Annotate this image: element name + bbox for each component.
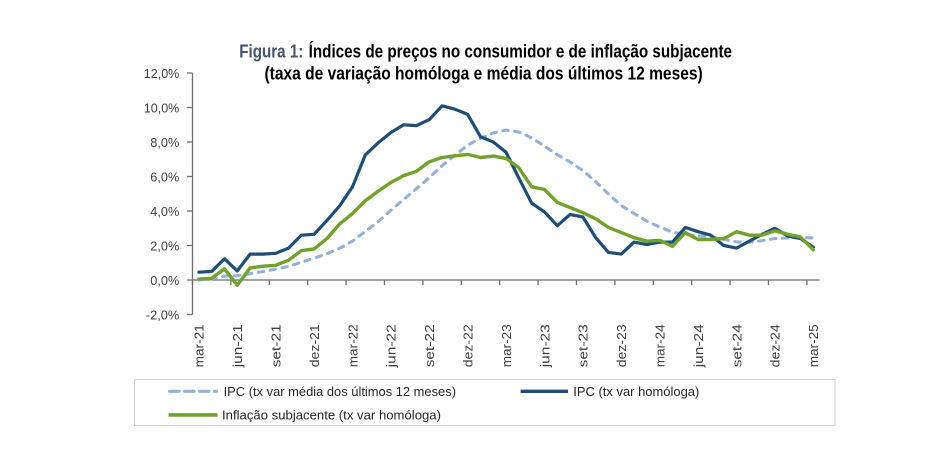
svg-text:dez-21: dez-21 (307, 324, 322, 367)
svg-text:jun-22: jun-22 (384, 324, 399, 368)
svg-text:IPC (tx var média dos últimos: IPC (tx var média dos últimos 12 meses) (224, 384, 456, 399)
svg-text:IPC (tx var homóloga): IPC (tx var homóloga) (573, 384, 699, 399)
svg-text:mar-22: mar-22 (345, 324, 360, 367)
svg-text:mar-24: mar-24 (653, 324, 668, 367)
svg-text:mar-21: mar-21 (192, 324, 207, 367)
svg-text:Índices de preços no consumido: Índices de preços no consumidor e de inf… (309, 40, 732, 61)
svg-text:jun-21: jun-21 (230, 324, 245, 368)
svg-text:mar-25: mar-25 (806, 324, 821, 367)
svg-text:12,0%: 12,0% (144, 66, 180, 81)
svg-text:set-22: set-22 (422, 324, 437, 367)
svg-text:4,0%: 4,0% (150, 204, 179, 219)
svg-text:Inflação subjacente (tx var ho: Inflação subjacente (tx var homóloga) (222, 408, 441, 423)
svg-text:-2,0%: -2,0% (146, 308, 180, 323)
svg-text:0,0%: 0,0% (150, 273, 179, 288)
svg-text:set-23: set-23 (576, 324, 591, 367)
svg-text:8,0%: 8,0% (150, 135, 179, 150)
svg-text:(taxa de variação homóloga e m: (taxa de variação homóloga e média dos ú… (265, 64, 703, 84)
svg-text:dez-22: dez-22 (461, 324, 476, 367)
svg-text:jun-23: jun-23 (537, 324, 552, 368)
svg-text:10,0%: 10,0% (144, 101, 180, 116)
svg-text:mar-23: mar-23 (499, 324, 514, 367)
svg-text:6,0%: 6,0% (150, 170, 179, 185)
svg-text:jun-24: jun-24 (691, 324, 706, 368)
svg-text:dez-24: dez-24 (768, 324, 783, 367)
svg-text:set-21: set-21 (269, 324, 284, 367)
svg-text:2,0%: 2,0% (150, 239, 179, 254)
svg-text:set-24: set-24 (729, 324, 744, 367)
svg-text:Figura 1:: Figura 1: (239, 40, 303, 61)
svg-text:dez-23: dez-23 (614, 324, 629, 367)
